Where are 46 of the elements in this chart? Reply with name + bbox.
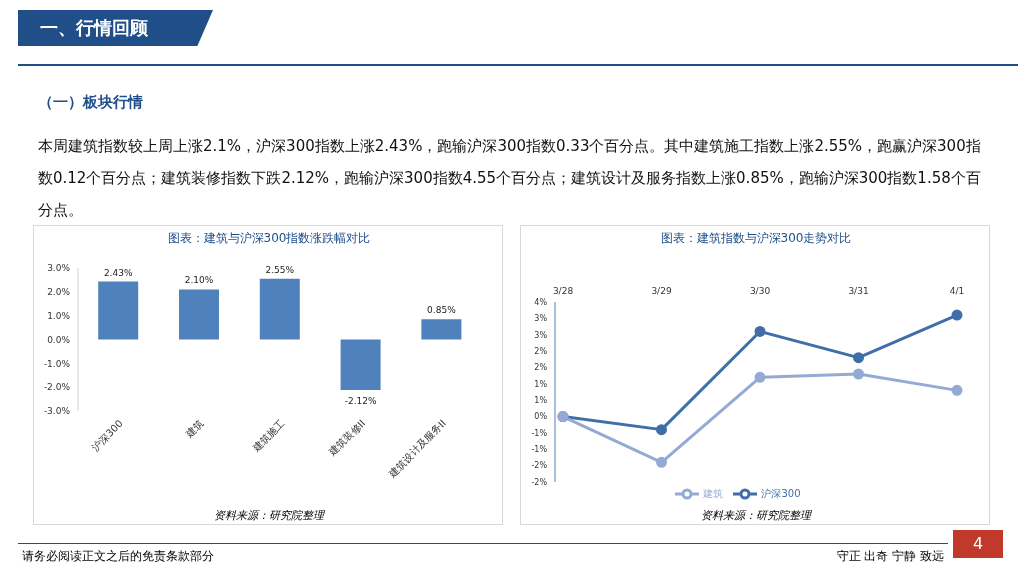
y-tick-label: 2.0% [47, 287, 71, 298]
x-tick-label: 3/28 [552, 286, 574, 296]
y-tick-label: -1% [531, 428, 548, 438]
y-tick-label: 2% [534, 346, 548, 356]
text: 资料来源：研究院整理 [213, 508, 326, 523]
data-label: 2.43% [103, 267, 133, 278]
x-tick-label: 建筑施工 [249, 417, 287, 455]
x-tick-label: 4/1 [949, 286, 965, 296]
text: 4 [953, 530, 1003, 558]
data-label: 2.10% [184, 275, 214, 286]
y-tick-label: -3.0% [43, 406, 71, 417]
legend-label: 建筑 [703, 488, 724, 499]
y-tick-label: 4% [534, 297, 548, 307]
y-tick-label: 0.0% [47, 334, 71, 345]
y-tick-label: -1% [531, 445, 548, 455]
text: 本周建筑指数较上周上涨2.1%，沪深300指数上涨2.43%，跑输沪深300指数0.33个百分点。其中建筑施工指数上涨2.55%，跑赢沪深300指数0.12个百分点；建筑装修指数下跌2.12%，跑输沪深300指数4.55个百分点；建筑设计及服务指数上涨0.85%，跑输沪深300指数1.58个百分点。 [38, 136, 982, 221]
legend-label: 沪深300 [761, 488, 801, 499]
y-tick-label: 1.0% [47, 310, 71, 321]
text: （一）板块行情 [38, 93, 143, 112]
x-tick-label: 建筑装修II [326, 417, 368, 459]
y-tick-label: 3% [534, 314, 548, 324]
y-tick-label: -2% [531, 461, 548, 471]
x-tick-label: 建筑 [183, 417, 206, 441]
data-label: 2.55% [265, 264, 295, 275]
x-tick-label: 3/31 [848, 286, 869, 296]
data-label: 0.85% [427, 305, 457, 316]
data-label: -2.12% [344, 396, 377, 407]
y-tick-label: -1.0% [43, 358, 71, 369]
chart-title: 图表：建筑指数与沪深300走势对比 [659, 230, 853, 247]
text: 守正 出奇 宁静 致远 [836, 548, 944, 565]
y-tick-label: 1% [534, 379, 548, 389]
text: 资料来源：研究院整理 [700, 508, 813, 523]
x-tick-label: 沪深300 [89, 417, 125, 454]
text: 一、行情回顾 [40, 16, 148, 40]
y-tick-label: -2.0% [43, 382, 71, 393]
y-tick-label: 0% [534, 412, 548, 422]
x-tick-label: 3/30 [749, 286, 771, 296]
y-tick-label: 1% [534, 396, 548, 406]
chart-title: 图表：建筑与沪深300指数涨跌幅对比 [166, 230, 372, 247]
x-tick-label: 建筑设计及服务II [385, 417, 449, 480]
text: 请务必阅读正文之后的免责条款部分 [22, 548, 214, 565]
y-tick-label: -2% [531, 477, 548, 487]
y-tick-label: 3% [534, 330, 548, 340]
y-tick-label: 3.0% [47, 263, 71, 274]
y-tick-label: 2% [534, 363, 548, 373]
x-tick-label: 3/29 [651, 286, 672, 296]
